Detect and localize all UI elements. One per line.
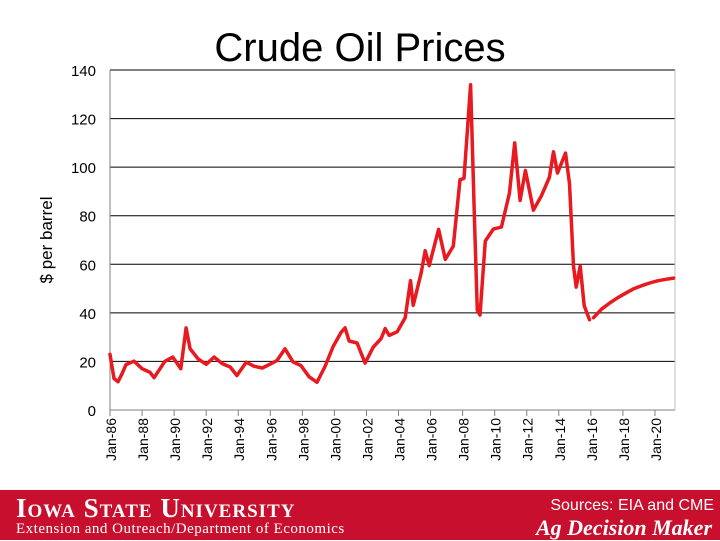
x-tick-label: Jan-18	[616, 418, 632, 461]
x-tick-label: Jan-16	[584, 418, 600, 461]
x-tick-label: Jan-92	[199, 418, 215, 461]
y-tick-label: 120	[71, 112, 96, 129]
x-tick-label: Jan-94	[231, 418, 247, 461]
historical-price-line	[108, 83, 592, 385]
y-tick-label: 60	[79, 257, 96, 274]
x-tick-label: Jan-98	[295, 418, 311, 461]
x-tick-label: Jan-12	[520, 418, 536, 461]
sources-text: Sources: EIA and CME	[550, 497, 714, 514]
x-tick-label: Jan-04	[392, 418, 408, 461]
y-tick-label: 20	[79, 354, 96, 371]
x-tick-label: Jan-10	[488, 418, 504, 461]
x-tick-label: Jan-08	[456, 418, 472, 461]
x-tick-label: Jan-86	[103, 418, 119, 461]
department-text: Extension and Outreach/Department of Eco…	[16, 521, 345, 537]
x-tick-label: Jan-20	[648, 418, 664, 461]
x-tick-label: Jan-14	[552, 418, 568, 461]
chart-title: Crude Oil Prices	[214, 26, 506, 70]
y-tick-label: 80	[79, 209, 96, 226]
y-tick-label: 100	[71, 160, 96, 177]
x-tick-label: Jan-06	[424, 418, 440, 461]
chart-svg: 0 20 40 60 80 100 120 140 Jan-86 Jan-88 Jan-90 Jan-…	[37, 63, 676, 461]
x-tick-label: Jan-96	[263, 418, 279, 461]
brand-text: Ag Decision Maker	[536, 515, 712, 540]
footer-bar: Iowa State University Extension and Outr…	[0, 490, 720, 540]
y-tick-label: 40	[79, 306, 96, 323]
y-tick-label: 140	[71, 63, 96, 80]
futures-price-line	[591, 276, 676, 320]
x-tick-label: Jan-88	[135, 418, 151, 461]
x-tick-label: Jan-00	[327, 418, 343, 461]
x-tick-label: Jan-02	[359, 418, 375, 461]
y-axis-title: $ per barrel	[37, 197, 56, 284]
x-tick-label: Jan-90	[167, 418, 183, 461]
y-tick-label: 0	[88, 403, 96, 420]
university-logo-text: Iowa State University	[16, 493, 296, 523]
